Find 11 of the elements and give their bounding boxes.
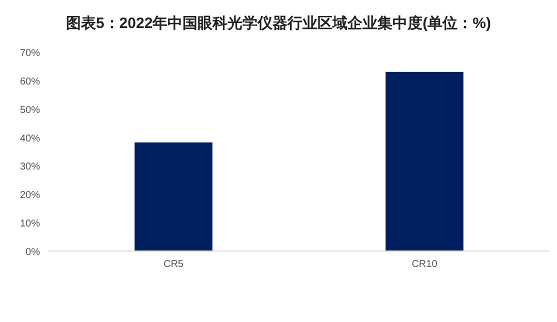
y-tick-label: 40% <box>20 133 40 144</box>
y-tick-label: 60% <box>20 76 40 88</box>
y-tick-label: 50% <box>20 104 40 116</box>
y-tick-label: 30% <box>20 162 40 173</box>
y-tick-label: 10% <box>20 218 40 230</box>
chart-title: 图表5：2022年中国眼科光学仪器行业区域企业集中度(单位：%) <box>66 14 492 32</box>
x-tick-label: CR5 <box>163 259 184 270</box>
y-tick-label: 70% <box>20 48 40 59</box>
y-tick-label: 20% <box>20 190 40 202</box>
x-tick-label: CR10 <box>412 259 438 270</box>
y-tick-label: 0% <box>26 247 40 258</box>
